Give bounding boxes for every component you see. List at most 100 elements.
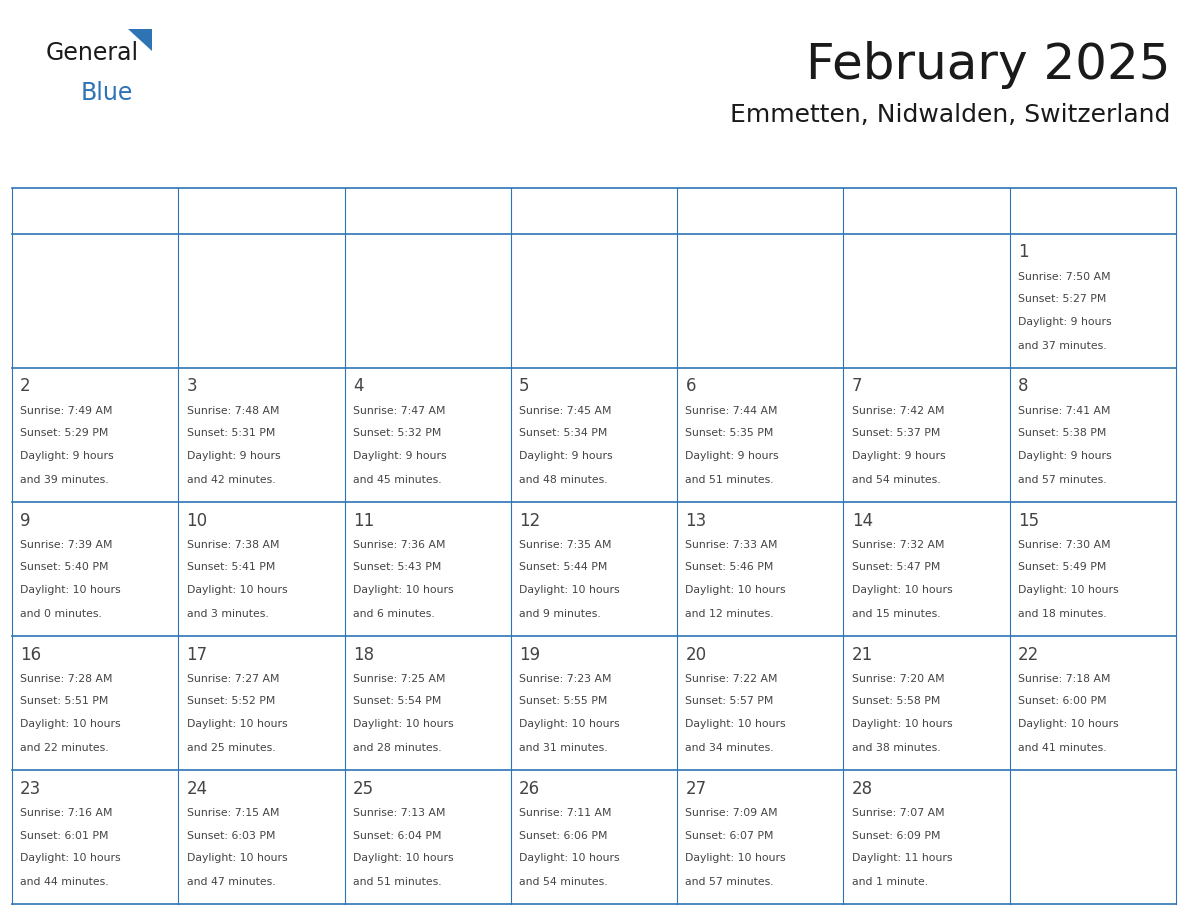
Text: Blue: Blue <box>81 81 133 105</box>
Text: February 2025: February 2025 <box>805 41 1170 89</box>
Text: General: General <box>45 41 138 65</box>
Text: and 37 minutes.: and 37 minutes. <box>1018 341 1107 352</box>
Text: Sunrise: 7:33 AM: Sunrise: 7:33 AM <box>685 540 778 550</box>
Text: and 3 minutes.: and 3 minutes. <box>187 610 268 620</box>
Text: Sunset: 5:46 PM: Sunset: 5:46 PM <box>685 563 773 573</box>
Text: Daylight: 10 hours: Daylight: 10 hours <box>353 720 454 729</box>
Text: 11: 11 <box>353 511 374 530</box>
Text: 16: 16 <box>20 645 42 664</box>
Text: and 22 minutes.: and 22 minutes. <box>20 744 109 754</box>
Text: Daylight: 9 hours: Daylight: 9 hours <box>1018 452 1112 461</box>
Text: Daylight: 10 hours: Daylight: 10 hours <box>1018 586 1119 595</box>
Text: and 54 minutes.: and 54 minutes. <box>519 878 608 888</box>
Text: Friday: Friday <box>853 205 906 220</box>
Text: Sunset: 5:52 PM: Sunset: 5:52 PM <box>187 697 274 707</box>
Text: Sunset: 5:32 PM: Sunset: 5:32 PM <box>353 429 441 439</box>
Text: Monday: Monday <box>188 205 255 220</box>
Text: Sunrise: 7:13 AM: Sunrise: 7:13 AM <box>353 808 446 818</box>
Text: and 31 minutes.: and 31 minutes. <box>519 744 608 754</box>
Text: Sunrise: 7:32 AM: Sunrise: 7:32 AM <box>852 540 944 550</box>
Text: Sunrise: 7:22 AM: Sunrise: 7:22 AM <box>685 674 778 684</box>
Text: and 6 minutes.: and 6 minutes. <box>353 610 435 620</box>
Text: and 1 minute.: and 1 minute. <box>852 878 928 888</box>
Text: Sunrise: 7:16 AM: Sunrise: 7:16 AM <box>20 808 113 818</box>
Text: and 39 minutes.: and 39 minutes. <box>20 476 109 486</box>
Text: 7: 7 <box>852 377 862 396</box>
Text: 14: 14 <box>852 511 873 530</box>
Text: Sunrise: 7:18 AM: Sunrise: 7:18 AM <box>1018 674 1111 684</box>
Text: Tuesday: Tuesday <box>354 205 424 220</box>
Text: Daylight: 9 hours: Daylight: 9 hours <box>20 452 114 461</box>
Text: Sunset: 5:37 PM: Sunset: 5:37 PM <box>852 429 940 439</box>
Text: Daylight: 10 hours: Daylight: 10 hours <box>519 720 620 729</box>
Text: Sunrise: 7:48 AM: Sunrise: 7:48 AM <box>187 406 279 416</box>
Text: Sunrise: 7:11 AM: Sunrise: 7:11 AM <box>519 808 612 818</box>
Text: 20: 20 <box>685 645 707 664</box>
Text: Daylight: 10 hours: Daylight: 10 hours <box>852 586 953 595</box>
Text: Sunrise: 7:42 AM: Sunrise: 7:42 AM <box>852 406 944 416</box>
Text: Daylight: 10 hours: Daylight: 10 hours <box>187 854 287 863</box>
Text: Sunset: 5:31 PM: Sunset: 5:31 PM <box>187 429 274 439</box>
Text: Thursday: Thursday <box>687 205 766 220</box>
Text: 15: 15 <box>1018 511 1040 530</box>
Text: 13: 13 <box>685 511 707 530</box>
Text: Sunrise: 7:20 AM: Sunrise: 7:20 AM <box>852 674 944 684</box>
Text: 21: 21 <box>852 645 873 664</box>
Text: Daylight: 10 hours: Daylight: 10 hours <box>20 586 121 595</box>
Text: Sunset: 5:40 PM: Sunset: 5:40 PM <box>20 563 108 573</box>
Text: Sunset: 6:03 PM: Sunset: 6:03 PM <box>187 831 274 841</box>
Text: Daylight: 9 hours: Daylight: 9 hours <box>353 452 447 461</box>
Text: Sunset: 5:58 PM: Sunset: 5:58 PM <box>852 697 940 707</box>
Text: and 18 minutes.: and 18 minutes. <box>1018 610 1107 620</box>
Text: 6: 6 <box>685 377 696 396</box>
Text: Emmetten, Nidwalden, Switzerland: Emmetten, Nidwalden, Switzerland <box>729 103 1170 127</box>
Text: Daylight: 10 hours: Daylight: 10 hours <box>685 854 786 863</box>
Text: 12: 12 <box>519 511 541 530</box>
Text: Sunset: 5:27 PM: Sunset: 5:27 PM <box>1018 295 1106 305</box>
Text: Sunrise: 7:09 AM: Sunrise: 7:09 AM <box>685 808 778 818</box>
Text: Sunrise: 7:36 AM: Sunrise: 7:36 AM <box>353 540 446 550</box>
Text: 2: 2 <box>20 377 31 396</box>
Text: Sunset: 6:06 PM: Sunset: 6:06 PM <box>519 831 607 841</box>
Text: 25: 25 <box>353 779 374 798</box>
Text: 10: 10 <box>187 511 208 530</box>
Text: Daylight: 9 hours: Daylight: 9 hours <box>685 452 779 461</box>
Text: Wednesday: Wednesday <box>520 205 619 220</box>
Text: Sunrise: 7:30 AM: Sunrise: 7:30 AM <box>1018 540 1111 550</box>
Text: and 45 minutes.: and 45 minutes. <box>353 476 442 486</box>
Text: and 44 minutes.: and 44 minutes. <box>20 878 109 888</box>
Text: and 38 minutes.: and 38 minutes. <box>852 744 941 754</box>
Text: Daylight: 10 hours: Daylight: 10 hours <box>1018 720 1119 729</box>
Text: Sunset: 5:43 PM: Sunset: 5:43 PM <box>353 563 441 573</box>
Text: 28: 28 <box>852 779 873 798</box>
Text: 27: 27 <box>685 779 707 798</box>
Text: Sunset: 5:54 PM: Sunset: 5:54 PM <box>353 697 441 707</box>
Text: Sunrise: 7:50 AM: Sunrise: 7:50 AM <box>1018 272 1111 282</box>
Text: Sunrise: 7:07 AM: Sunrise: 7:07 AM <box>852 808 944 818</box>
Text: and 42 minutes.: and 42 minutes. <box>187 476 276 486</box>
Text: and 9 minutes.: and 9 minutes. <box>519 610 601 620</box>
Polygon shape <box>128 29 152 51</box>
Text: 26: 26 <box>519 779 541 798</box>
Text: 22: 22 <box>1018 645 1040 664</box>
Text: Daylight: 10 hours: Daylight: 10 hours <box>20 854 121 863</box>
Text: Sunset: 6:01 PM: Sunset: 6:01 PM <box>20 831 108 841</box>
Text: and 51 minutes.: and 51 minutes. <box>353 878 442 888</box>
Text: Sunset: 5:47 PM: Sunset: 5:47 PM <box>852 563 940 573</box>
Text: Sunset: 5:49 PM: Sunset: 5:49 PM <box>1018 563 1106 573</box>
Text: Sunset: 5:57 PM: Sunset: 5:57 PM <box>685 697 773 707</box>
Text: Sunset: 5:44 PM: Sunset: 5:44 PM <box>519 563 607 573</box>
Text: Daylight: 9 hours: Daylight: 9 hours <box>1018 318 1112 327</box>
Text: Sunday: Sunday <box>21 205 86 220</box>
Text: 24: 24 <box>187 779 208 798</box>
Text: 23: 23 <box>20 779 42 798</box>
Text: Sunset: 6:00 PM: Sunset: 6:00 PM <box>1018 697 1107 707</box>
Text: and 57 minutes.: and 57 minutes. <box>1018 476 1107 486</box>
Text: Sunset: 5:51 PM: Sunset: 5:51 PM <box>20 697 108 707</box>
Text: 5: 5 <box>519 377 530 396</box>
Text: Sunrise: 7:25 AM: Sunrise: 7:25 AM <box>353 674 446 684</box>
Text: Daylight: 11 hours: Daylight: 11 hours <box>852 854 953 863</box>
Text: and 57 minutes.: and 57 minutes. <box>685 878 775 888</box>
Text: 9: 9 <box>20 511 31 530</box>
Text: Sunrise: 7:49 AM: Sunrise: 7:49 AM <box>20 406 113 416</box>
